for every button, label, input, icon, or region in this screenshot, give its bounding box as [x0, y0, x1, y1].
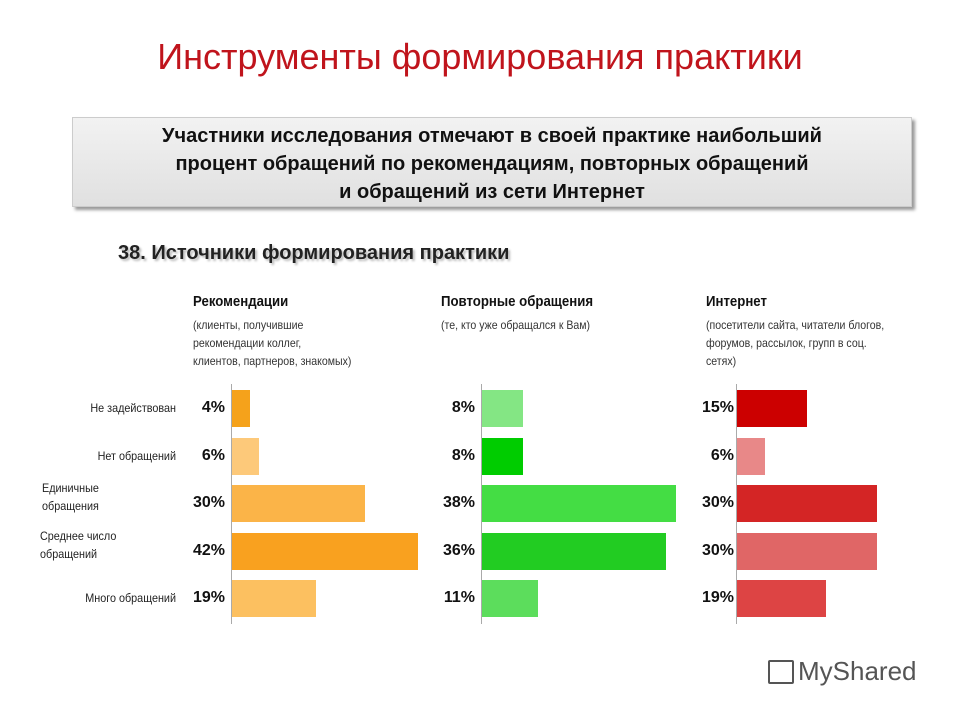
chart-title: 38. Источники формирования практики — [118, 242, 510, 264]
data-label: 36% — [442, 542, 475, 559]
axis-line — [736, 384, 737, 624]
category-label: Много обращений — [85, 591, 176, 605]
data-label: 30% — [192, 494, 225, 511]
bar — [232, 580, 317, 617]
bar — [232, 438, 259, 475]
bar — [232, 533, 419, 570]
group-description: форумов, рассылок, групп в соц. — [706, 336, 867, 350]
bar — [482, 580, 539, 617]
category-label: Не задействован — [90, 401, 176, 415]
data-label: 30% — [701, 542, 734, 559]
group-name: Интернет — [706, 293, 767, 310]
category-label: Единичные обращения — [42, 481, 99, 513]
data-label: 6% — [201, 447, 225, 464]
category-label: Среднее число обращений — [40, 529, 117, 561]
bar — [232, 390, 250, 427]
summary-line: Участники исследования отмечают в своей … — [162, 125, 822, 147]
data-label: 19% — [701, 589, 734, 606]
data-label: 42% — [192, 542, 225, 559]
bar — [737, 485, 878, 522]
data-label: 11% — [443, 589, 475, 606]
bar — [482, 485, 676, 522]
group-description: (те, кто уже обращался к Вам) — [441, 318, 591, 332]
axis-line — [481, 384, 482, 624]
summary-box: Участники исследования отмечают в своей … — [72, 117, 912, 207]
axis-line — [231, 384, 232, 624]
summary-line: и обращений из сети Интернет — [339, 181, 645, 203]
bar — [482, 533, 666, 570]
bar — [737, 390, 808, 427]
group-description: (посетители сайта, читатели блогов, — [706, 318, 885, 332]
data-label: 6% — [710, 447, 734, 464]
group-description: сетях) — [706, 354, 737, 368]
group-description: (клиенты, получившие — [193, 318, 304, 332]
bar — [737, 438, 766, 475]
category-label: Нет обращений — [97, 449, 176, 463]
bar — [232, 485, 365, 522]
group-description: рекомендации коллег, — [193, 336, 302, 350]
data-label: 15% — [701, 399, 734, 416]
bar — [482, 438, 523, 475]
bar — [482, 390, 523, 427]
presentation-board-icon — [768, 660, 794, 684]
data-label: 30% — [701, 494, 734, 511]
data-label: 38% — [442, 494, 475, 511]
data-label: 8% — [451, 399, 475, 416]
data-label: 8% — [451, 447, 475, 464]
page-title: Инструменты формирования практики — [157, 36, 803, 77]
bar — [737, 580, 826, 617]
group-name: Повторные обращения — [441, 293, 594, 310]
data-label: 19% — [192, 589, 225, 606]
summary-line: процент обращений по рекомендациям, повт… — [175, 153, 809, 175]
data-label: 4% — [201, 399, 225, 416]
group-name: Рекомендации — [193, 293, 289, 310]
group-description: клиентов, партнеров, знакомых) — [193, 354, 352, 368]
logo-text: MyShared — [798, 656, 917, 686]
bar — [737, 533, 878, 570]
logo: MyShared — [768, 656, 917, 687]
